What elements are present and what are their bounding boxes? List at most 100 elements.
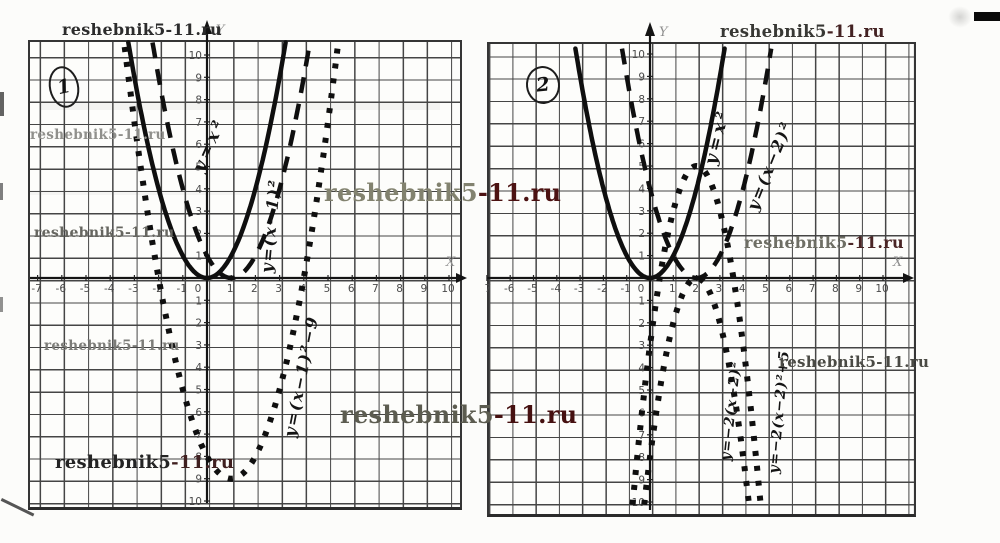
y-tick-label: 9 [195, 72, 202, 84]
watermark-part: -11.ru [847, 233, 904, 252]
x-tick-label: 5 [762, 283, 769, 295]
y-tick-label: 4 [638, 183, 645, 195]
watermark: reshebnik5-11.ru [30, 127, 166, 143]
x-tick-label: 10 [875, 283, 888, 295]
y-tick-label: 6 [638, 139, 645, 151]
watermark: reshebnik5-11.ru [62, 20, 222, 39]
y-tick-label: 2 [638, 318, 645, 330]
x-tick-label: 3 [275, 283, 282, 295]
curve-dashed [150, 42, 313, 281]
x-axis-label: X [445, 255, 456, 270]
y-tick-label: 2 [195, 318, 202, 330]
watermark-part: -11.ru [826, 22, 885, 41]
x-tick-label: 0 [195, 283, 202, 295]
watermark: reshebnik5-11.ru [744, 233, 904, 252]
scan-streak [30, 190, 330, 195]
watermark-part: reshebnik5 [340, 400, 494, 429]
y-tick-label: 7 [195, 117, 202, 129]
x-tick-label: -6 [56, 283, 67, 295]
y-tick-label: 9 [195, 474, 202, 486]
watermark: reshebnik5-11.ru [44, 338, 180, 354]
x-tick-label: 9 [855, 283, 862, 295]
y-axis-label: Y [659, 25, 669, 40]
y-tick-label: 5 [638, 161, 645, 173]
y-tick-label: 5 [195, 162, 202, 174]
watermark-part: reshebnik5 [720, 22, 827, 41]
graph-panel-1: Y X -7 -6 -5 -4 -3 -2 -1 0 1 2 3 4 5 6 7 8 9 10 10 9 8 7 6 5 4 3 2 1 1… [28, 14, 472, 514]
watermark-part: reshebnik5 [744, 233, 848, 252]
watermark: reshebnik5-11.ru [55, 452, 234, 473]
x-tick-label: 7 [372, 283, 379, 295]
x-tick-label: 4 [739, 283, 746, 295]
y-tick-label: 10 [632, 497, 645, 509]
x-tick-label: -3 [574, 283, 584, 295]
x-tick-label: 0 [638, 283, 645, 295]
watermark: reshebnik5-11.ru [779, 353, 930, 371]
x-tick-label: -4 [104, 283, 115, 295]
watermark-part: -11.ru [493, 400, 578, 429]
watermark-part: -11.ru [477, 178, 562, 207]
plot-canvas-1: YX-7 -6 -5 -4 -3 -2 -1 0 1 2 3 4 5 6 7 8 9 10109876543211… [30, 20, 467, 508]
x-tick-label: 8 [832, 283, 839, 295]
curve-dotted [629, 163, 764, 506]
x-tick-label: -3 [128, 283, 138, 295]
x-axis-arrow-icon [903, 273, 914, 283]
y-tick-label: 8 [638, 94, 645, 106]
watermark: reshebnik5-11.ru [720, 22, 885, 41]
x-tick-label: 3 [716, 283, 723, 295]
x-tick-label: 1 [669, 283, 676, 295]
y-tick-label: 3 [638, 206, 645, 218]
watermark-part: reshebnik5 [55, 452, 172, 473]
y-tick-label: 5 [195, 385, 202, 397]
y-tick-label: 1 [195, 295, 202, 307]
y-tick-label: 4 [195, 184, 202, 196]
x-axis-label: X [892, 255, 903, 270]
x-tick-label: -6 [504, 283, 515, 295]
y-tick-label: 10 [189, 496, 202, 508]
x-tick-label: -7 [485, 283, 491, 295]
y-tick-label: 3 [638, 340, 645, 352]
x-tick-label: 1 [227, 283, 234, 295]
scan-smudge [948, 6, 972, 28]
plot-canvas-2: YX-7-6-5-4-3-2-1012345678910109876543211… [485, 22, 914, 510]
x-tick-label: -5 [527, 283, 537, 295]
x-tick-label: 8 [396, 283, 403, 295]
y-axis-arrow-icon [202, 20, 212, 34]
scan-corner-bar [974, 12, 1000, 21]
curve-dotted [121, 46, 341, 482]
y-tick-label: 3 [195, 340, 202, 352]
x-tick-label: 5 [324, 283, 331, 295]
y-tick-label: 3 [195, 206, 202, 218]
x-tick-label: 2 [251, 283, 258, 295]
x-tick-label: -4 [551, 283, 562, 295]
x-tick-label: -7 [31, 283, 41, 295]
x-axis-arrow-icon [456, 273, 467, 283]
curve-dashed [619, 48, 774, 281]
x-tick-label: 9 [420, 283, 427, 295]
y-tick-label: 9 [638, 71, 645, 83]
curve-solid [126, 40, 288, 281]
y-tick-label: 1 [638, 295, 645, 307]
y-tick-label: 1 [195, 251, 202, 263]
y-tick-label: 7 [195, 429, 202, 441]
scan-edge-mark [0, 183, 3, 200]
y-tick-label: 1 [638, 251, 645, 263]
y-tick-label: 7 [638, 430, 645, 442]
y-tick-label: 6 [195, 139, 202, 151]
curve-dotted [641, 275, 752, 506]
y-tick-label: 7 [638, 116, 645, 128]
scan-edge-mark [0, 92, 4, 116]
y-tick-label: 8 [195, 95, 202, 107]
y-axis-label: Y [216, 23, 226, 38]
x-tick-label: -1 [177, 283, 187, 295]
y-tick-label: 5 [638, 385, 645, 397]
y-tick-label: 4 [638, 363, 645, 375]
scan-edge-mark [0, 297, 3, 312]
watermark-part: reshebnik5 [324, 178, 478, 207]
graph-panel-2: YX-7-6-5-4-3-2-1012345678910109876543211… [485, 16, 919, 522]
scan-streak [40, 103, 440, 110]
x-tick-label: 10 [441, 283, 454, 295]
watermark: reshebnik5-11.ru [324, 178, 561, 207]
y-tick-label: 9 [638, 475, 645, 487]
